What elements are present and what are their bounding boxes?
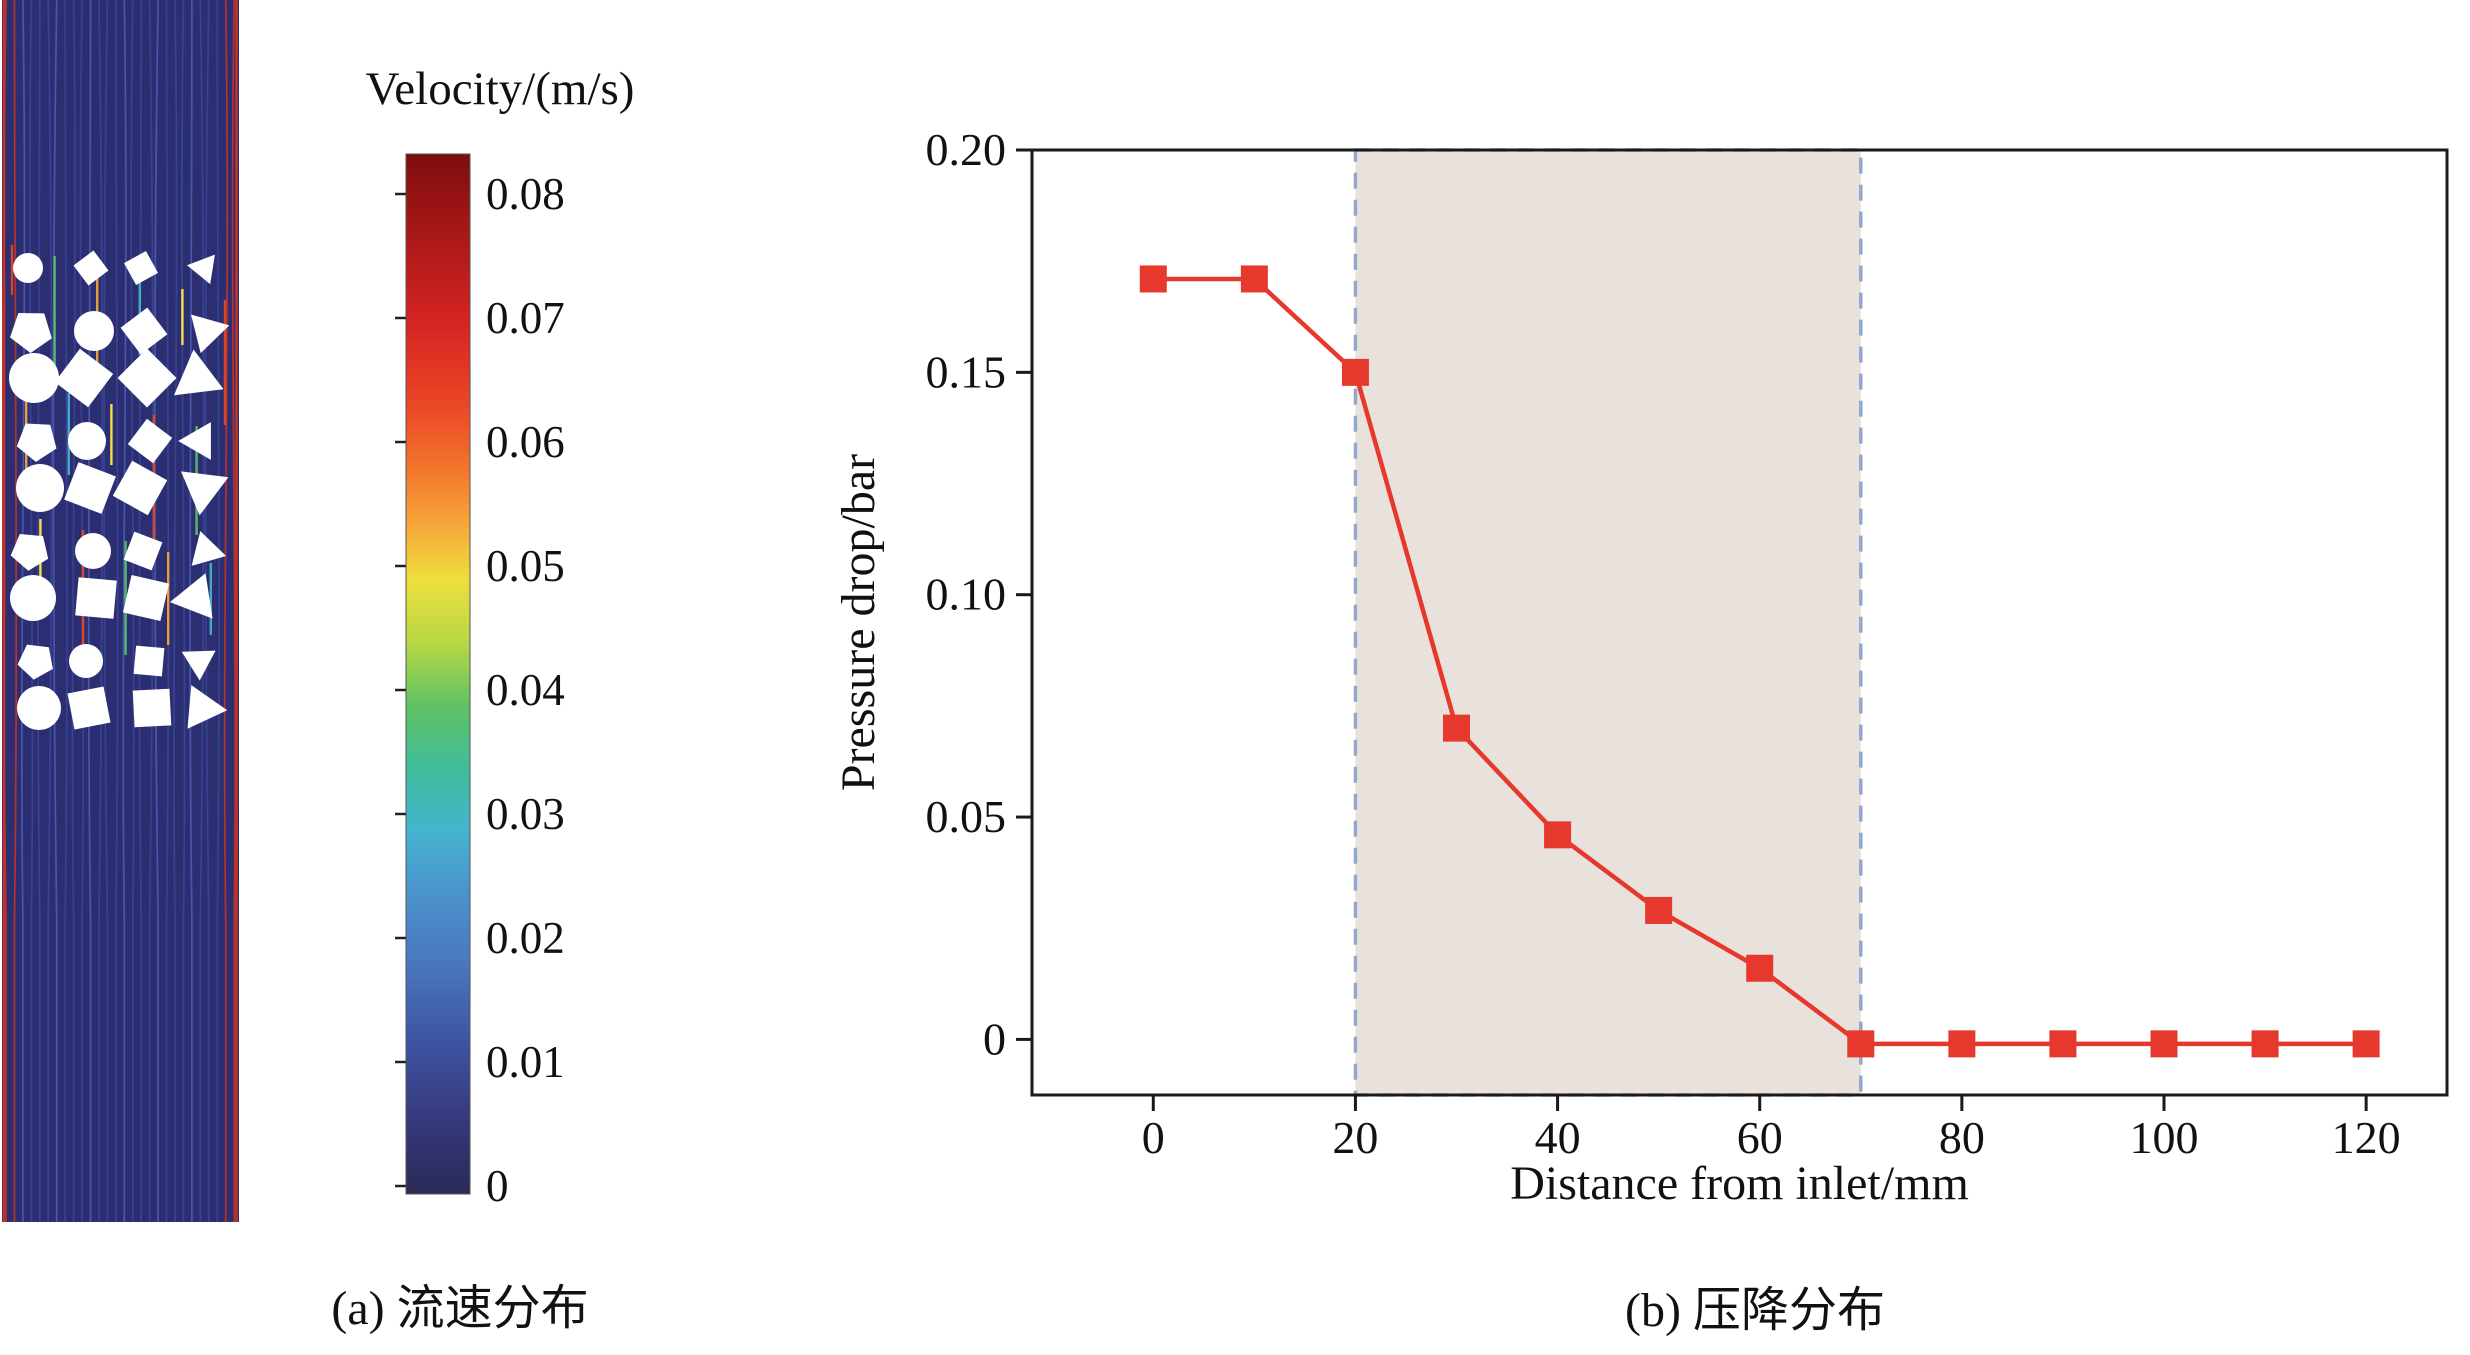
- x-tick-label: 100: [2130, 1112, 2199, 1163]
- particle-shape: [124, 251, 158, 285]
- particle-shape: [74, 311, 114, 351]
- particle-shape: [181, 471, 229, 516]
- particle-shape: [9, 353, 59, 403]
- colorbar-tick-label: 0.06: [486, 417, 565, 467]
- data-point-marker: [1139, 265, 1167, 293]
- streamline: [165, 0, 170, 1222]
- data-point-marker: [1544, 821, 1572, 849]
- streamline: [173, 0, 178, 1222]
- data-point-marker: [2049, 1030, 2077, 1058]
- velocity-colorbar: 0.08 0.07 0.06 0.05 0.04 0.03 0.02 0.01 0: [392, 140, 732, 1220]
- data-point-marker: [1443, 714, 1470, 742]
- colorbar-tick-label: 0.08: [486, 169, 565, 219]
- particle-shape: [120, 307, 168, 355]
- colorbar-tick-label: 0.07: [486, 293, 565, 343]
- particle-shape: [54, 348, 114, 408]
- y-axis-label: Pressure drop/bar: [832, 454, 885, 791]
- particle-shape: [10, 575, 56, 621]
- particle-shape: [133, 645, 165, 677]
- x-axis-label: Distance from inlet/mm: [1510, 1157, 1969, 1210]
- x-tick-label: 80: [1939, 1112, 1985, 1163]
- y-tick-label: 0.10: [926, 569, 1007, 620]
- particle-shape: [191, 531, 227, 566]
- plot-box: [1030, 148, 2449, 1097]
- colorbar-tick-label: 0.02: [486, 913, 565, 963]
- particle-shape: [16, 464, 64, 512]
- particle-shape: [187, 254, 215, 285]
- streamline: [181, 0, 186, 1222]
- colorbar-tick-label: 0.01: [486, 1037, 565, 1087]
- y-tick-label: 0.20: [926, 124, 1007, 175]
- pressure-drop-plot: 0 20 40 60 80 100 120 0 0.05 0.10 0.15 0.20 Distance…: [832, 124, 2449, 1210]
- data-point-marker: [2352, 1030, 2380, 1058]
- streamline: [223, 0, 229, 1222]
- particle-shape: [10, 534, 49, 571]
- data-point-marker: [1341, 358, 1369, 386]
- particle-shape: [181, 650, 216, 681]
- particle-shape: [16, 423, 57, 462]
- particle-shape: [75, 533, 111, 569]
- particle-shape: [169, 573, 213, 619]
- particle-shape: [178, 422, 211, 460]
- data-point-marker: [1847, 1030, 1875, 1058]
- data-point-marker: [2150, 1030, 2178, 1058]
- particle-shape: [10, 313, 52, 353]
- particle-shape: [132, 688, 172, 728]
- colorbar-gradient: 0.08 0.07 0.06 0.05 0.04 0.03 0.02 0.01 0: [395, 153, 565, 1211]
- x-tick-label: 20: [1332, 1112, 1378, 1163]
- particle-shape: [123, 531, 163, 571]
- colorbar-tick-label: 0: [486, 1161, 509, 1211]
- x-tick-label: 120: [2332, 1112, 2401, 1163]
- particle-shape: [13, 253, 43, 283]
- particle-shape: [68, 422, 106, 460]
- particle-shape: [67, 686, 111, 730]
- colorbar-tick-label: 0.03: [486, 789, 565, 839]
- colorbar-tick-label: 0.05: [486, 541, 565, 591]
- streamline-simulation: [2, 0, 239, 1222]
- particle-shape: [127, 418, 173, 464]
- particle-shape: [112, 460, 168, 516]
- particle-shape: [64, 462, 116, 514]
- particle-shape: [191, 314, 230, 354]
- packed-bed-region: [1355, 150, 1861, 1095]
- streamline: [64, 0, 68, 1222]
- particle-shape: [69, 644, 103, 678]
- particle-shape: [123, 575, 169, 621]
- particle-shape: [187, 685, 228, 729]
- panel-b-caption: (b) 压降分布: [1625, 1284, 1885, 1337]
- streamline: [231, 0, 237, 1222]
- particle-shape: [174, 349, 224, 396]
- y-tick-label: 0.05: [926, 791, 1007, 842]
- velocity-field-image: [2, 0, 239, 1222]
- particle-shape: [75, 577, 117, 619]
- particle-shape: [17, 644, 53, 680]
- y-tick-label: 0.15: [926, 346, 1007, 397]
- streamline: [115, 0, 119, 1222]
- data-point-marker: [1746, 954, 1774, 982]
- colorbar-bar: [405, 153, 471, 1195]
- data-point-marker: [1645, 896, 1673, 924]
- data-point-marker: [1948, 1030, 1976, 1058]
- y-tick-label: 0: [983, 1013, 1006, 1064]
- x-tick-label: 60: [1737, 1112, 1783, 1163]
- pressure-drop-chart: 0 20 40 60 80 100 120 0 0.05 0.10 0.15 0.20 Distance…: [830, 60, 2470, 1260]
- x-tick-label: 40: [1535, 1112, 1581, 1163]
- streamline: [13, 0, 18, 1222]
- particle-shape: [17, 686, 61, 730]
- particle-shape: [117, 348, 177, 408]
- x-tick-label: 0: [1142, 1112, 1165, 1163]
- data-point-marker: [1240, 265, 1268, 293]
- particle-shape: [73, 250, 109, 286]
- data-point-marker: [2251, 1030, 2279, 1058]
- colorbar-tick-label: 0.04: [486, 665, 565, 715]
- panel-a-caption: (a) 流速分布: [331, 1282, 589, 1335]
- colorbar-title: Velocity/(m/s): [365, 63, 635, 115]
